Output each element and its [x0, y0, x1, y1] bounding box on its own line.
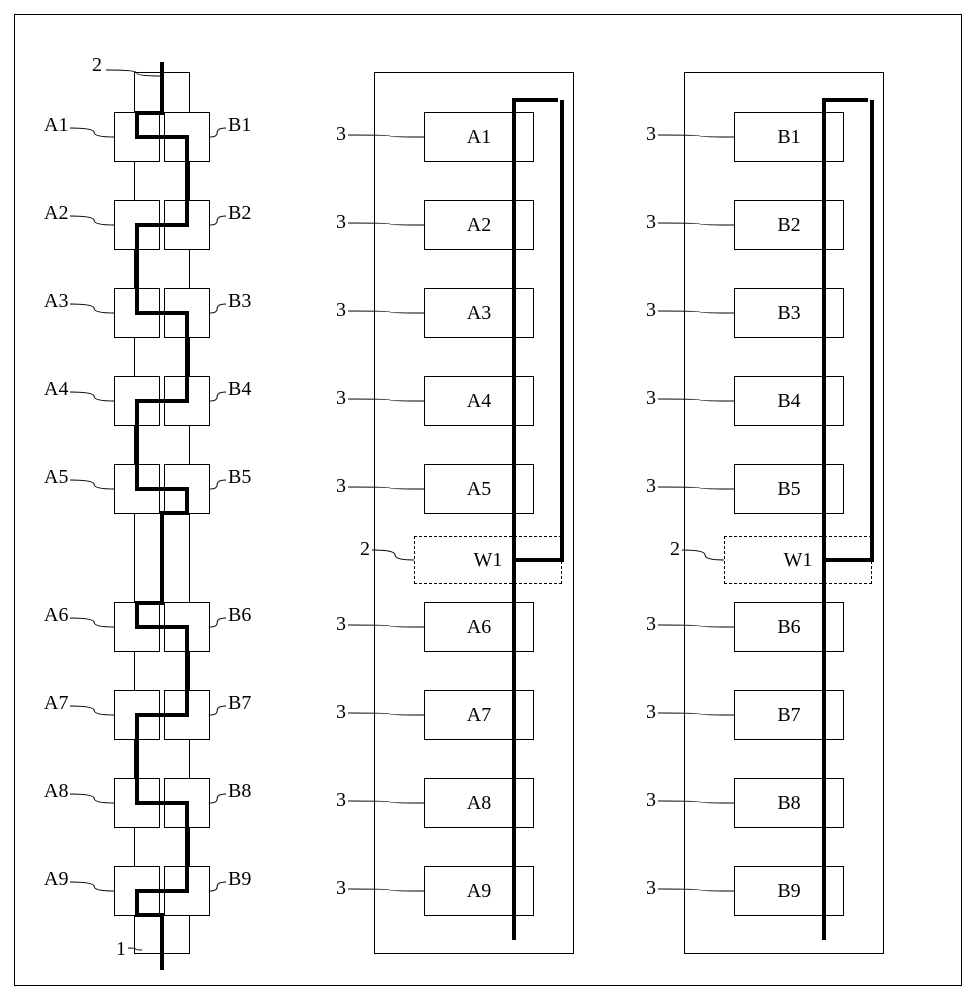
col2-leftlabel-8: 3: [336, 877, 346, 900]
col1-box-B8: [164, 778, 210, 828]
col1-label-1: 1: [116, 938, 126, 961]
col3-leftlabel-1: 3: [646, 211, 656, 234]
col2-leftlabel-1: 3: [336, 211, 346, 234]
label-A4: A4: [44, 378, 68, 401]
col1-box-B2: [164, 200, 210, 250]
col3-box-B8: B8: [734, 778, 844, 828]
col3-leftlabel-7: 3: [646, 789, 656, 812]
col2-box-A9: A9: [424, 866, 534, 916]
col3-leftlabel-4: 3: [646, 475, 656, 498]
col2-box-A8: A8: [424, 778, 534, 828]
col3-leftlabel-2: 3: [646, 299, 656, 322]
col1-box-A7: [114, 690, 160, 740]
col1-box-B5: [164, 464, 210, 514]
col1-box-A9: [114, 866, 160, 916]
col2-box-A5: A5: [424, 464, 534, 514]
label-A8: A8: [44, 780, 68, 803]
col2-leftlabel-3: 3: [336, 387, 346, 410]
col2-box-A4: A4: [424, 376, 534, 426]
col2-leftlabel-4: 3: [336, 475, 346, 498]
col3-box-B7: B7: [734, 690, 844, 740]
col1-box-A4: [114, 376, 160, 426]
col3-leftlabel-5: 3: [646, 613, 656, 636]
col2-leftlabel-7: 3: [336, 789, 346, 812]
col1-box-A1: [114, 112, 160, 162]
col1-box-B7: [164, 690, 210, 740]
label-A2: A2: [44, 202, 68, 225]
col2-leftlabel-0: 3: [336, 123, 346, 146]
col3-box-B1: B1: [734, 112, 844, 162]
col3-leftlabel-8: 3: [646, 877, 656, 900]
col1-box-A2: [114, 200, 160, 250]
col2-dashed-w1: W1: [414, 536, 562, 584]
col3-label-2: 2: [670, 538, 680, 561]
label-B1: B1: [228, 114, 251, 137]
label-B6: B6: [228, 604, 251, 627]
col2-leftlabel-6: 3: [336, 701, 346, 724]
col2-label-2: 2: [360, 538, 370, 561]
col3-leftlabel-0: 3: [646, 123, 656, 146]
col2-box-A7: A7: [424, 690, 534, 740]
col2-leftlabel-2: 3: [336, 299, 346, 322]
col2-box-A6: A6: [424, 602, 534, 652]
col1-box-A3: [114, 288, 160, 338]
col2-box-A2: A2: [424, 200, 534, 250]
col3-box-B5: B5: [734, 464, 844, 514]
label-B9: B9: [228, 868, 251, 891]
col1-box-A5: [114, 464, 160, 514]
col3-box-B6: B6: [734, 602, 844, 652]
col1-box-A6: [114, 602, 160, 652]
col3-leftlabel-3: 3: [646, 387, 656, 410]
label-B8: B8: [228, 780, 251, 803]
diagram-canvas: A1 B1 A2 B2 A3 B3 A4 B4 A5 B5 A6 B6 A7 B7 A8 B8 A9 B9 2 1 A1…: [0, 0, 976, 1000]
col2-box-A3: A3: [424, 288, 534, 338]
col3-dashed-w1: W1: [724, 536, 872, 584]
label-B3: B3: [228, 290, 251, 313]
label-A3: A3: [44, 290, 68, 313]
label-B7: B7: [228, 692, 251, 715]
col3-box-B9: B9: [734, 866, 844, 916]
col1-box-B1: [164, 112, 210, 162]
col2-box-A1: A1: [424, 112, 534, 162]
label-A9: A9: [44, 868, 68, 891]
label-A5: A5: [44, 466, 68, 489]
col1-box-B9: [164, 866, 210, 916]
label-B4: B4: [228, 378, 251, 401]
label-A6: A6: [44, 604, 68, 627]
col3-box-B3: B3: [734, 288, 844, 338]
col1-box-A8: [114, 778, 160, 828]
col1-box-B3: [164, 288, 210, 338]
label-A1: A1: [44, 114, 68, 137]
col1-box-B6: [164, 602, 210, 652]
col3-box-B2: B2: [734, 200, 844, 250]
label-B2: B2: [228, 202, 251, 225]
col3-leftlabel-6: 3: [646, 701, 656, 724]
col1-label-2: 2: [92, 54, 102, 77]
col1-box-B4: [164, 376, 210, 426]
col2-leftlabel-5: 3: [336, 613, 346, 636]
col3-box-B4: B4: [734, 376, 844, 426]
label-A7: A7: [44, 692, 68, 715]
label-B5: B5: [228, 466, 251, 489]
